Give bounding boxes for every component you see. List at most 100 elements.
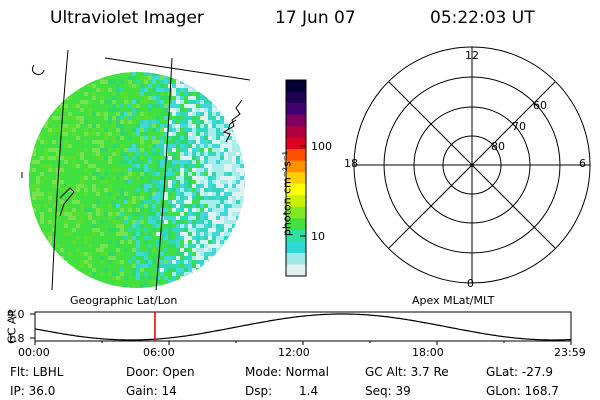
disk-pixel [184, 240, 188, 244]
colorbar-swatch [286, 91, 306, 104]
disk-pixel [208, 260, 212, 264]
disk-pixel [36, 276, 40, 280]
disk-pixel [72, 196, 76, 200]
disk-pixel [72, 92, 76, 96]
disk-pixel [104, 188, 108, 192]
disk-pixel [76, 176, 80, 180]
disk-pixel [156, 120, 160, 124]
disk-pixel [76, 116, 80, 120]
disk-pixel [148, 248, 152, 252]
disk-pixel [60, 168, 64, 172]
disk-pixel [52, 124, 56, 128]
disk-pixel [96, 264, 100, 268]
disk-pixel [176, 268, 180, 272]
disk-pixel [29, 184, 32, 188]
disk-pixel [236, 240, 240, 244]
disk-pixel [112, 216, 116, 220]
disk-pixel [180, 140, 184, 144]
disk-pixel [96, 260, 100, 264]
disk-pixel [124, 76, 128, 80]
disk-pixel [196, 268, 200, 272]
disk-pixel [136, 216, 140, 220]
disk-pixel [112, 256, 116, 260]
disk-pixel [160, 116, 164, 120]
disk-pixel [136, 128, 140, 132]
disk-pixel [156, 152, 160, 156]
disk-pixel [180, 244, 184, 248]
disk-pixel [140, 212, 144, 216]
disk-pixel [156, 156, 160, 160]
disk-pixel [40, 192, 44, 196]
disk-pixel [216, 208, 220, 212]
disk-pixel [224, 176, 228, 180]
disk-pixel [76, 224, 80, 228]
disk-pixel [112, 164, 116, 168]
disk-pixel [88, 240, 92, 244]
disk-pixel [244, 256, 245, 260]
disk-pixel [184, 80, 188, 84]
disk-pixel [196, 84, 200, 88]
disk-pixel [140, 180, 144, 184]
disk-pixel [100, 116, 104, 120]
disk-pixel [56, 204, 60, 208]
disk-pixel [120, 116, 124, 120]
disk-pixel [212, 160, 216, 164]
disk-pixel [80, 116, 84, 120]
disk-pixel [120, 260, 124, 264]
disk-pixel [40, 284, 44, 288]
disk-pixel [112, 240, 116, 244]
disk-pixel [228, 280, 232, 284]
disk-pixel [236, 288, 240, 292]
disk-pixel [64, 132, 68, 136]
disk-pixel [52, 116, 56, 120]
disk-pixel [56, 232, 60, 236]
disk-pixel [88, 252, 92, 256]
disk-pixel [64, 140, 68, 144]
disk-pixel [84, 208, 88, 212]
disk-pixel [208, 280, 212, 284]
disk-pixel [56, 228, 60, 232]
disk-pixel [180, 136, 184, 140]
disk-pixel [144, 104, 148, 108]
disk-pixel [96, 220, 100, 224]
disk-pixel [188, 192, 192, 196]
disk-pixel [124, 192, 128, 196]
disk-pixel [232, 232, 236, 236]
disk-pixel [56, 272, 60, 276]
disk-pixel [244, 268, 245, 272]
disk-pixel [180, 152, 184, 156]
disk-pixel [80, 108, 84, 112]
disk-pixel [68, 152, 72, 156]
disk-pixel [156, 256, 160, 260]
disk-pixel [180, 184, 184, 188]
auroral-image-disk [29, 72, 245, 292]
disk-pixel [72, 176, 76, 180]
disk-pixel [136, 180, 140, 184]
disk-pixel [192, 272, 196, 276]
disk-pixel [44, 200, 48, 204]
disk-pixel [140, 200, 144, 204]
disk-pixel [108, 188, 112, 192]
disk-pixel [140, 148, 144, 152]
disk-pixel [228, 136, 232, 140]
mlt-label-0: 0 [467, 277, 474, 290]
disk-pixel [224, 188, 228, 192]
disk-pixel [164, 228, 168, 232]
disk-pixel [236, 196, 240, 200]
disk-pixel [232, 252, 236, 256]
disk-pixel [116, 236, 120, 240]
disk-pixel [216, 264, 220, 268]
disk-pixel [212, 196, 216, 200]
disk-pixel [108, 148, 112, 152]
disk-pixel [160, 148, 164, 152]
disk-pixel [88, 244, 92, 248]
disk-pixel [184, 140, 188, 144]
disk-pixel [160, 240, 164, 244]
disk-pixel [128, 152, 132, 156]
disk-pixel [72, 172, 76, 176]
disk-pixel [44, 108, 48, 112]
disk-pixel [164, 204, 168, 208]
disk-pixel [144, 220, 148, 224]
disk-pixel [60, 244, 64, 248]
